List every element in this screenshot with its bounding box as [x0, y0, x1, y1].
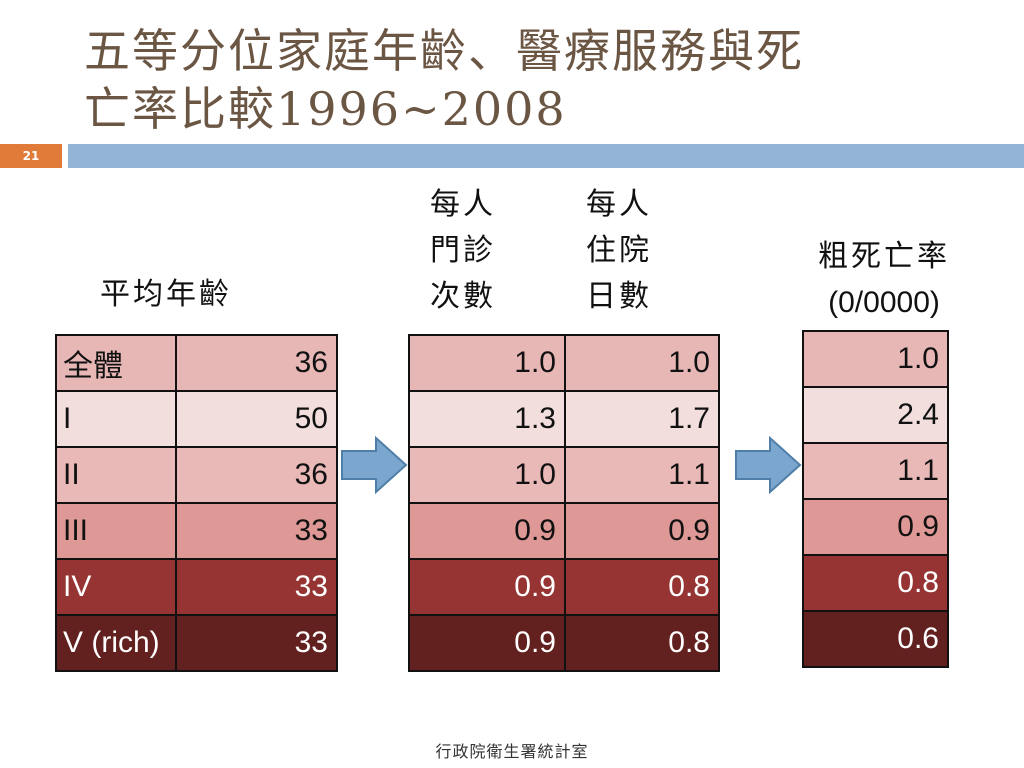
quintile-label: V (rich) — [55, 614, 177, 672]
outpatient-value: 1.3 — [408, 390, 566, 448]
mortality-value: 1.1 — [802, 442, 949, 500]
medical-services-table: 1.0 1.0 1.3 1.7 1.0 1.1 0.9 0.9 0.9 0.8 … — [408, 334, 720, 672]
table-row: 1.0 1.0 — [408, 334, 720, 392]
table-row: 0.8 — [802, 554, 949, 612]
outpatient-header-line-2: 門診 — [430, 233, 496, 268]
right-arrow-icon — [341, 436, 408, 494]
slide-title-line-1: 五等分位家庭年齡、醫療服務與死 — [84, 24, 804, 78]
inpatient-header: 每人 住院 日數 — [586, 182, 652, 320]
table-row: III 33 — [55, 502, 338, 560]
inpatient-header-line-3: 日數 — [586, 279, 652, 314]
table-row: IV 33 — [55, 558, 338, 616]
footer-source: 行政院衛生署統計室 — [435, 742, 589, 761]
age-header: 平均年齡 — [100, 277, 232, 312]
table-row: 0.9 — [802, 498, 949, 556]
outpatient-value: 1.0 — [408, 334, 566, 392]
right-arrow-icon — [735, 436, 802, 494]
inpatient-value: 1.7 — [564, 390, 720, 448]
mortality-header-line-1: 粗死亡率 — [818, 239, 950, 274]
outpatient-value: 0.9 — [408, 558, 566, 616]
mortality-header: 粗死亡率 (0/0000) — [804, 234, 964, 326]
inpatient-value: 0.8 — [564, 614, 720, 672]
slide-title: 五等分位家庭年齡、醫療服務與死 亡率比較1996~2008 — [84, 22, 984, 138]
table-row: 0.9 0.9 — [408, 502, 720, 560]
table-row: 全體 36 — [55, 334, 338, 392]
mortality-header-line-2: (0/0000) — [828, 286, 940, 319]
table-row: 0.9 0.8 — [408, 614, 720, 672]
table-row: 0.9 0.8 — [408, 558, 720, 616]
age-value: 50 — [175, 390, 338, 448]
inpatient-value: 0.8 — [564, 558, 720, 616]
table-row: 0.6 — [802, 610, 949, 668]
outpatient-value: 1.0 — [408, 446, 566, 504]
outpatient-value: 0.9 — [408, 502, 566, 560]
quintile-label: IV — [55, 558, 177, 616]
inpatient-value: 0.9 — [564, 502, 720, 560]
mortality-table: 1.0 2.4 1.1 0.9 0.8 0.6 — [802, 330, 949, 668]
inpatient-value: 1.1 — [564, 446, 720, 504]
mortality-value: 0.9 — [802, 498, 949, 556]
slide-number: 21 — [0, 144, 62, 168]
table-row: II 36 — [55, 446, 338, 504]
age-value: 33 — [175, 502, 338, 560]
age-value: 36 — [175, 446, 338, 504]
slide-title-line-2: 亡率比較1996~2008 — [84, 82, 567, 136]
title-divider-bar — [68, 144, 1024, 168]
table-row: 1.0 1.1 — [408, 446, 720, 504]
mortality-value: 1.0 — [802, 330, 949, 388]
inpatient-header-line-1: 每人 — [586, 187, 652, 222]
mortality-value: 0.8 — [802, 554, 949, 612]
table-row: 1.1 — [802, 442, 949, 500]
outpatient-header: 每人 門診 次數 — [430, 182, 496, 320]
table-row: 1.3 1.7 — [408, 390, 720, 448]
inpatient-value: 1.0 — [564, 334, 720, 392]
table-row: 2.4 — [802, 386, 949, 444]
table-row: V (rich) 33 — [55, 614, 338, 672]
outpatient-header-line-3: 次數 — [430, 279, 496, 314]
table-row: I 50 — [55, 390, 338, 448]
age-value: 33 — [175, 558, 338, 616]
age-table: 全體 36 I 50 II 36 III 33 IV 33 V (rich) 3… — [55, 334, 338, 672]
outpatient-value: 0.9 — [408, 614, 566, 672]
mortality-value: 0.6 — [802, 610, 949, 668]
quintile-label: I — [55, 390, 177, 448]
age-value: 36 — [175, 334, 338, 392]
mortality-value: 2.4 — [802, 386, 949, 444]
outpatient-header-line-1: 每人 — [430, 187, 496, 222]
age-value: 33 — [175, 614, 338, 672]
quintile-label: II — [55, 446, 177, 504]
inpatient-header-line-2: 住院 — [586, 233, 652, 268]
table-row: 1.0 — [802, 330, 949, 388]
quintile-label: 全體 — [55, 334, 177, 392]
quintile-label: III — [55, 502, 177, 560]
